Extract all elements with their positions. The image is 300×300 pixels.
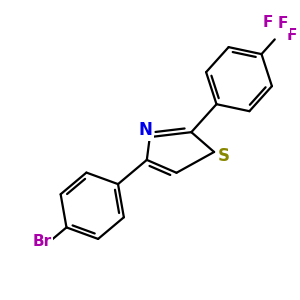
Text: F: F xyxy=(287,28,297,43)
Text: F: F xyxy=(278,16,288,31)
Text: F: F xyxy=(262,16,273,31)
Text: Br: Br xyxy=(32,234,52,249)
Text: S: S xyxy=(218,147,230,165)
Text: N: N xyxy=(139,121,153,139)
